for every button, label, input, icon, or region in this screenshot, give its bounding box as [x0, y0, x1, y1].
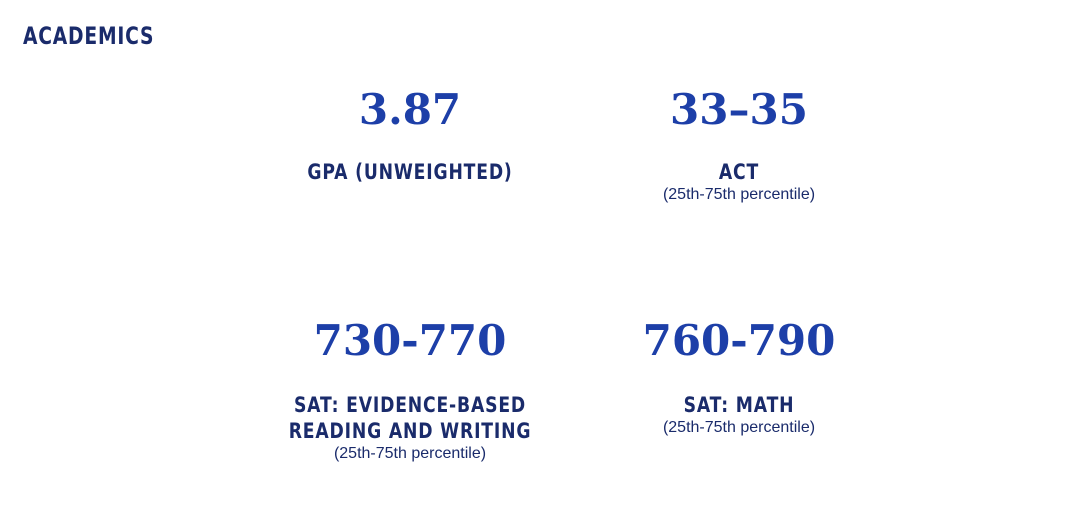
- stat-act-value: 33–35: [670, 85, 808, 134]
- stat-sat-reading-writing-label: SAT: EVIDENCE-BASED READING AND WRITING: [288, 393, 532, 443]
- stat-act: 33–35 ACT (25th-75th percentile): [589, 85, 889, 205]
- stat-gpa: 3.87 GPA (UNWEIGHTED): [260, 85, 560, 185]
- stat-act-note: (25th-75th percentile): [662, 186, 816, 203]
- stat-sat-reading-writing: 730-770 SAT: EVIDENCE-BASED READING AND …: [260, 316, 560, 464]
- stat-sat-reading-writing-value: 730-770: [313, 316, 507, 365]
- stat-sat-math-value: 760-790: [642, 316, 836, 365]
- stat-gpa-label: GPA (UNWEIGHTED): [307, 160, 513, 184]
- stat-gpa-value: 3.87: [358, 85, 462, 134]
- section-title: ACADEMICS: [23, 22, 155, 50]
- stat-sat-math: 760-790 SAT: MATH (25th-75th percentile): [589, 316, 889, 438]
- stat-sat-math-note: (25th-75th percentile): [662, 419, 816, 436]
- stat-act-label: ACT: [718, 160, 760, 184]
- stat-sat-reading-writing-note: (25th-75th percentile): [333, 445, 487, 462]
- stat-sat-math-label: SAT: MATH: [683, 393, 795, 417]
